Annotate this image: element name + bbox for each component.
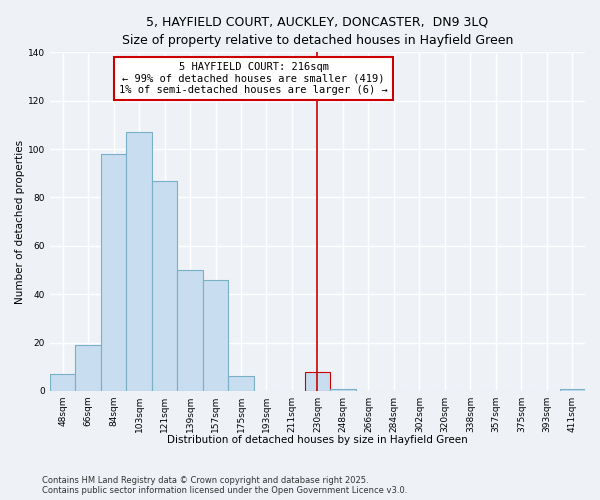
Bar xyxy=(203,280,228,391)
Text: 5 HAYFIELD COURT: 216sqm
← 99% of detached houses are smaller (419)
1% of semi-d: 5 HAYFIELD COURT: 216sqm ← 99% of detach… xyxy=(119,62,388,95)
Bar xyxy=(101,154,127,391)
Text: Contains HM Land Registry data © Crown copyright and database right 2025.
Contai: Contains HM Land Registry data © Crown c… xyxy=(42,476,407,495)
Title: 5, HAYFIELD COURT, AUCKLEY, DONCASTER,  DN9 3LQ
Size of property relative to det: 5, HAYFIELD COURT, AUCKLEY, DONCASTER, D… xyxy=(122,15,513,47)
Bar xyxy=(76,345,101,391)
Bar xyxy=(305,372,330,391)
Bar xyxy=(330,388,356,391)
Bar xyxy=(560,388,585,391)
Y-axis label: Number of detached properties: Number of detached properties xyxy=(15,140,25,304)
X-axis label: Distribution of detached houses by size in Hayfield Green: Distribution of detached houses by size … xyxy=(167,435,468,445)
Bar xyxy=(50,374,76,391)
Bar xyxy=(127,132,152,391)
Bar xyxy=(177,270,203,391)
Bar xyxy=(228,376,254,391)
Bar xyxy=(152,180,177,391)
